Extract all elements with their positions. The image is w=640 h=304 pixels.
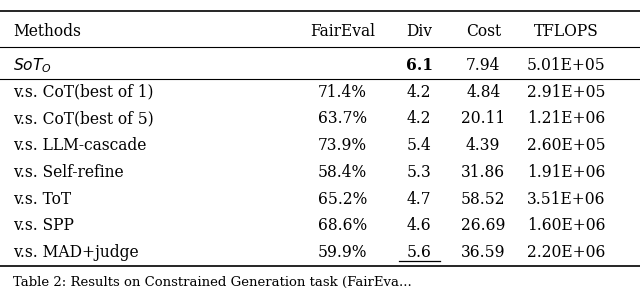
Text: 26.69: 26.69 [461,217,506,234]
Text: 5.3: 5.3 [407,164,431,181]
Text: 7.94: 7.94 [466,57,500,74]
Text: 58.4%: 58.4% [318,164,367,181]
Text: 31.86: 31.86 [461,164,505,181]
Text: $\mathit{SoT}_O$: $\mathit{SoT}_O$ [13,56,52,75]
Text: 4.84: 4.84 [466,84,500,101]
Text: 63.7%: 63.7% [318,110,367,127]
Text: 2.20E+06: 2.20E+06 [527,244,605,261]
Text: 5.4: 5.4 [407,137,431,154]
Text: v.s. LLM-cascade: v.s. LLM-cascade [13,137,146,154]
Text: 71.4%: 71.4% [318,84,367,101]
Text: TFLOPS: TFLOPS [534,23,599,40]
Text: 1.91E+06: 1.91E+06 [527,164,605,181]
Text: Table 2: Results on Constrained Generation task (FairEva...: Table 2: Results on Constrained Generati… [13,276,412,289]
Text: 68.6%: 68.6% [318,217,367,234]
Text: 36.59: 36.59 [461,244,506,261]
Text: 4.2: 4.2 [407,110,431,127]
Text: 6.1: 6.1 [406,57,433,74]
Text: FairEval: FairEval [310,23,375,40]
Text: 59.9%: 59.9% [317,244,367,261]
Text: 4.39: 4.39 [466,137,500,154]
Text: 1.21E+06: 1.21E+06 [527,110,605,127]
Text: 3.51E+06: 3.51E+06 [527,191,605,208]
Text: 20.11: 20.11 [461,110,505,127]
Text: v.s. MAD+judge: v.s. MAD+judge [13,244,138,261]
Text: 2.91E+05: 2.91E+05 [527,84,605,101]
Text: Div: Div [406,23,432,40]
Text: v.s. Self-refine: v.s. Self-refine [13,164,124,181]
Text: Cost: Cost [466,23,500,40]
Text: 5.01E+05: 5.01E+05 [527,57,606,74]
Text: 2.60E+05: 2.60E+05 [527,137,605,154]
Text: 1.60E+06: 1.60E+06 [527,217,605,234]
Text: v.s. CoT(best of 1): v.s. CoT(best of 1) [13,84,154,101]
Text: 4.6: 4.6 [407,217,431,234]
Text: v.s. CoT(best of 5): v.s. CoT(best of 5) [13,110,154,127]
Text: Methods: Methods [13,23,81,40]
Text: v.s. ToT: v.s. ToT [13,191,71,208]
Text: 58.52: 58.52 [461,191,506,208]
Text: 5.6: 5.6 [407,244,431,261]
Text: 4.7: 4.7 [407,191,431,208]
Text: 73.9%: 73.9% [318,137,367,154]
Text: 65.2%: 65.2% [317,191,367,208]
Text: 4.2: 4.2 [407,84,431,101]
Text: v.s. SPP: v.s. SPP [13,217,74,234]
